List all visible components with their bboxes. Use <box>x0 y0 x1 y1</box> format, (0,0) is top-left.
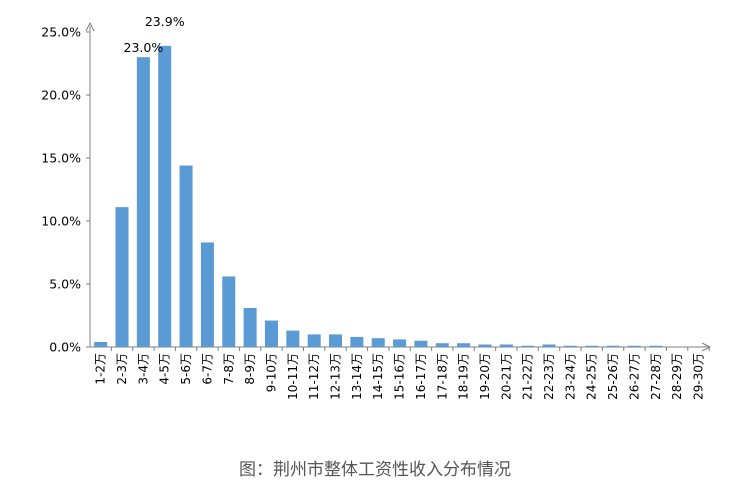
x-tick-label: 27-28万 <box>649 353 663 400</box>
bar <box>499 344 513 347</box>
x-tick-label: 21-22万 <box>521 353 535 400</box>
bar <box>478 344 492 347</box>
bar-chart: 0.0% 5.0% 10.0% 15.0% 20.0% 25.0% 1-2万 2-3万 3-4万… <box>41 14 712 400</box>
x-tick-label: 13-14万 <box>350 353 364 400</box>
x-tick-label: 2-3万 <box>115 353 129 385</box>
bar <box>307 334 321 347</box>
x-tick-label: 5-6万 <box>179 353 193 385</box>
bar <box>222 276 236 347</box>
chart-caption: 图：荆州市整体工资性收入分布情况 <box>239 460 511 480</box>
bar <box>649 345 663 347</box>
x-tick-label: 12-13万 <box>329 353 343 400</box>
bar <box>563 345 577 347</box>
bar <box>585 345 599 347</box>
y-axis-arrow <box>85 21 95 32</box>
data-label: 23.0% <box>124 40 164 55</box>
x-tick-label: 7-8万 <box>222 353 236 385</box>
x-tick-label: 29-30万 <box>691 353 705 400</box>
bar <box>414 340 428 347</box>
x-tick-label: 3-4万 <box>136 353 150 385</box>
bar <box>115 207 129 347</box>
bar <box>329 334 343 347</box>
bar <box>179 165 193 347</box>
bar <box>457 343 471 347</box>
bar <box>350 336 364 347</box>
x-tick-label: 22-23万 <box>542 353 556 400</box>
x-tick-label: 24-25万 <box>585 353 599 400</box>
x-tick-label: 26-27万 <box>627 353 641 400</box>
bar <box>542 344 556 347</box>
x-tick-label: 28-29万 <box>670 353 684 400</box>
x-tick-label: 10-11万 <box>286 353 300 400</box>
bar <box>606 345 620 347</box>
y-tick-label: 25.0% <box>41 25 81 40</box>
y-tick-label: 5.0% <box>49 277 81 292</box>
bar <box>136 57 150 347</box>
bar <box>521 345 535 347</box>
bar <box>94 341 108 347</box>
y-tick-label: 20.0% <box>41 88 81 103</box>
y-tick-label: 10.0% <box>41 214 81 229</box>
x-tick-label: 20-21万 <box>499 353 513 400</box>
x-tick-label: 8-9万 <box>243 353 257 385</box>
bar <box>200 242 214 347</box>
x-tick-label: 14-15万 <box>371 353 385 400</box>
bar <box>243 307 257 347</box>
x-tick-label: 6-7万 <box>200 353 214 385</box>
y-tick-label: 15.0% <box>41 151 81 166</box>
bar <box>286 330 300 347</box>
y-tick-label: 0.0% <box>49 340 81 355</box>
x-tick-label: 25-26万 <box>606 353 620 400</box>
x-tick-label: 1-2万 <box>94 353 108 385</box>
bar <box>264 320 278 347</box>
x-axis-arrow <box>701 342 712 352</box>
x-tick-label: 4-5万 <box>158 353 172 385</box>
bar <box>371 338 385 347</box>
bar <box>435 343 449 347</box>
x-tick-label: 11-12万 <box>307 353 321 400</box>
bar <box>158 45 172 348</box>
x-tick-label: 16-17万 <box>414 353 428 400</box>
x-tick-label: 23-24万 <box>563 353 577 400</box>
x-tick-label: 17-18万 <box>435 353 449 400</box>
data-label: 23.9% <box>145 14 185 29</box>
x-tick-label: 18-19万 <box>457 353 471 400</box>
x-tick-label: 15-16万 <box>393 353 407 400</box>
bar <box>627 345 641 347</box>
x-tick-label: 9-10万 <box>264 353 278 392</box>
bar <box>393 339 407 347</box>
x-tick-label: 19-20万 <box>478 353 492 400</box>
